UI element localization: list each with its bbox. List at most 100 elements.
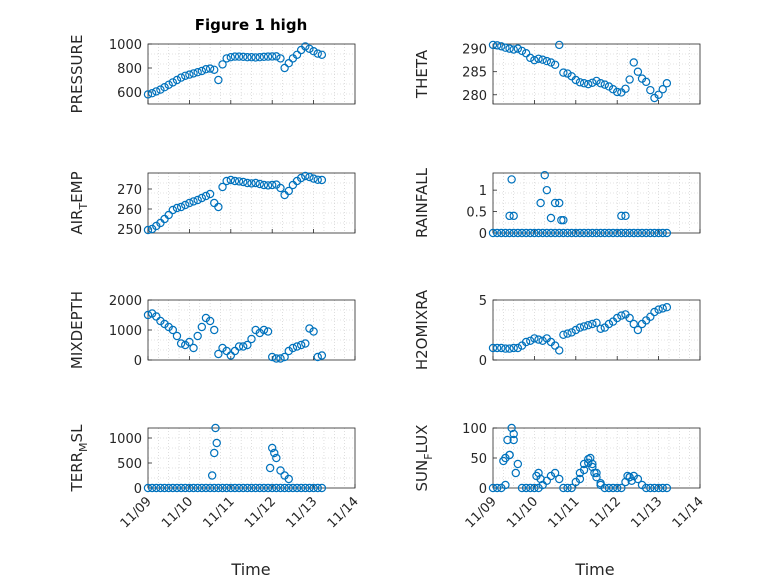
data-point — [164, 80, 173, 90]
data-point — [259, 180, 269, 190]
data-point — [309, 47, 318, 56]
data-point — [243, 340, 252, 350]
data-point — [550, 228, 560, 238]
data-point — [296, 483, 306, 493]
data-point — [292, 50, 302, 60]
data-point — [567, 328, 576, 337]
y-tick-label: 1000 — [109, 38, 142, 53]
data-point — [613, 228, 622, 238]
data-point — [534, 228, 543, 238]
data-point — [501, 228, 510, 238]
y-axis-label: H2OMIXRA — [413, 289, 431, 370]
data-point — [185, 70, 194, 79]
data-point — [317, 50, 327, 60]
data-point — [567, 483, 576, 493]
data-point — [160, 214, 169, 224]
data-point — [251, 178, 260, 188]
data-point — [497, 228, 506, 238]
data-point — [517, 228, 527, 238]
data-point — [654, 90, 663, 99]
data-point — [276, 466, 285, 475]
data-point — [559, 330, 568, 339]
data-point — [550, 468, 560, 478]
data-point — [164, 483, 173, 493]
data-point — [218, 483, 227, 493]
y-tick-label: 260 — [117, 203, 142, 218]
data-point — [280, 190, 289, 200]
y-axis-label: SUNFLUX — [413, 425, 435, 492]
data-point — [538, 55, 547, 64]
data-point — [509, 45, 518, 54]
data-point — [596, 79, 605, 88]
data-point — [588, 228, 597, 238]
data-point — [185, 483, 194, 493]
data-point — [538, 228, 547, 238]
data-point — [152, 87, 161, 96]
x-axis-label-left: Time — [230, 560, 270, 579]
data-point — [189, 483, 198, 493]
data-point — [542, 228, 552, 238]
data-point — [540, 170, 549, 180]
data-point — [575, 228, 585, 238]
data-point — [247, 53, 256, 62]
data-point — [604, 228, 614, 238]
data-point — [226, 175, 235, 185]
data-point — [317, 483, 327, 493]
data-point — [272, 52, 281, 61]
data-point — [658, 228, 667, 238]
data-point — [526, 336, 535, 345]
data-point — [205, 316, 215, 326]
data-point — [301, 42, 310, 51]
data-point — [550, 198, 560, 208]
x-tick-label: 11/11 — [546, 494, 583, 531]
x-tick-label: 11/14 — [325, 494, 362, 531]
data-point — [563, 228, 572, 238]
data-point — [536, 474, 545, 484]
data-point — [197, 193, 207, 203]
data-point — [143, 483, 153, 493]
y-tick-label: 5 — [479, 294, 487, 309]
data-point — [559, 483, 568, 493]
data-point — [517, 483, 527, 493]
data-point — [521, 228, 531, 238]
data-point — [505, 344, 514, 353]
data-point — [201, 64, 211, 74]
data-point — [592, 473, 601, 482]
data-point — [239, 342, 248, 351]
data-point — [534, 335, 543, 344]
data-point — [168, 483, 178, 493]
y-tick-label: 0 — [479, 482, 487, 497]
data-point — [511, 468, 520, 478]
data-point — [505, 450, 514, 460]
data-point — [654, 305, 663, 314]
data-point — [538, 336, 547, 345]
data-point — [579, 322, 589, 331]
data-point — [296, 173, 306, 183]
x-tick-label: 11/12 — [587, 494, 624, 531]
data-point — [226, 351, 235, 360]
data-point — [488, 343, 498, 353]
data-point — [584, 79, 593, 89]
data-point — [313, 175, 322, 184]
data-point — [193, 331, 202, 341]
data-point — [313, 352, 322, 362]
data-point — [629, 228, 638, 238]
data-point — [505, 228, 514, 238]
data-point — [288, 483, 298, 493]
data-point — [530, 483, 539, 493]
data-point — [629, 319, 638, 329]
data-point — [575, 474, 585, 484]
data-point — [526, 228, 535, 238]
data-point — [590, 468, 599, 478]
data-point — [488, 483, 498, 493]
data-point — [201, 191, 211, 201]
data-point — [530, 228, 539, 238]
data-point — [555, 346, 564, 355]
data-point — [563, 69, 572, 78]
data-point — [226, 483, 235, 493]
data-point — [521, 337, 531, 347]
data-point — [210, 483, 219, 493]
data-point — [214, 202, 223, 212]
data-point — [284, 474, 293, 484]
data-point — [621, 477, 630, 487]
